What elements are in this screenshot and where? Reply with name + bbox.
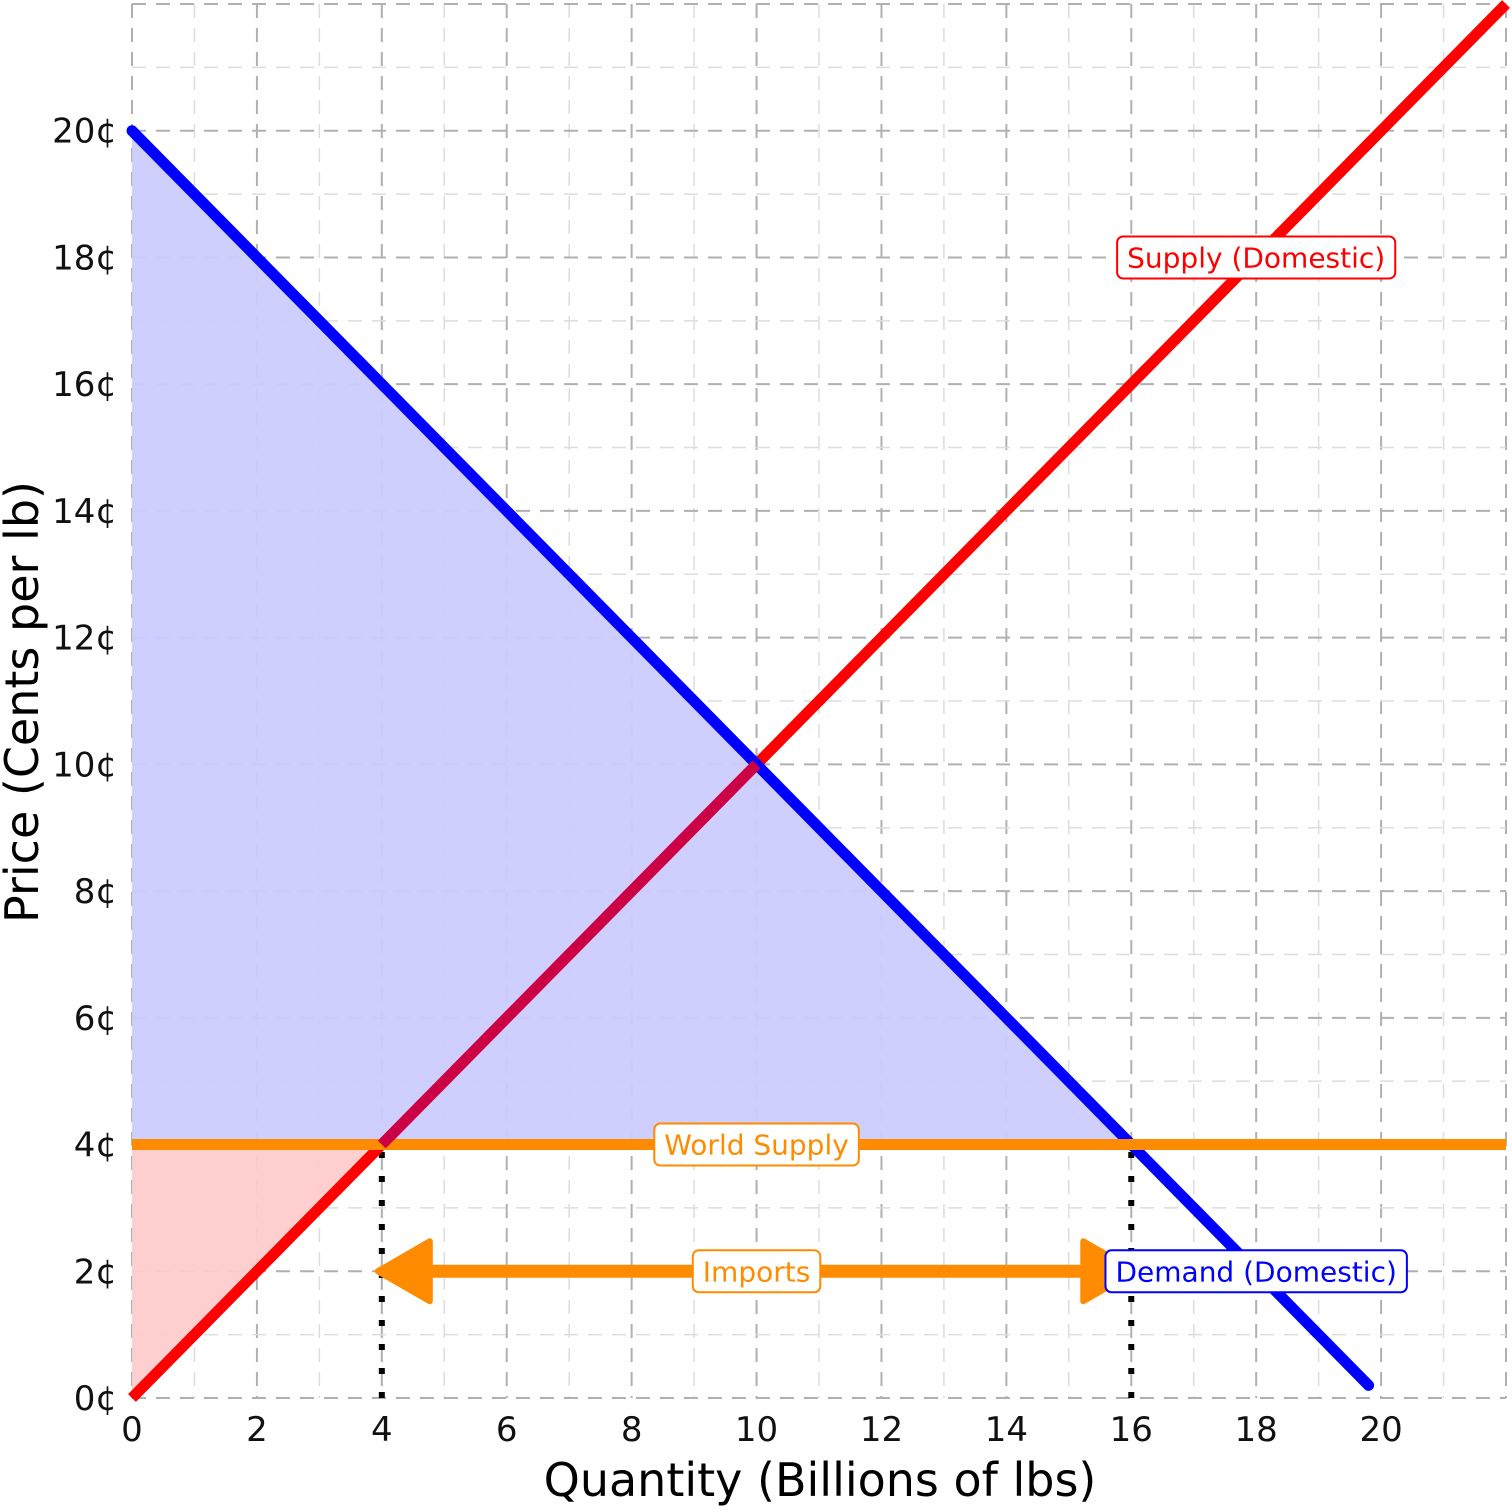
x-tick-label: 16 — [1110, 1410, 1153, 1450]
y-tick-label: 16¢ — [52, 365, 117, 405]
annotations: Supply (Domestic) World Supply Imports Dema… — [653, 235, 1408, 1294]
imports-label-group: Imports — [691, 1249, 822, 1294]
world-supply-label-box — [653, 1122, 860, 1167]
demand-line — [126, 125, 1375, 1391]
demand-label: Demand (Domestic) — [1115, 1255, 1396, 1288]
y-tick-label: 2¢ — [74, 1252, 117, 1292]
x-tick-label: 20 — [1359, 1410, 1402, 1450]
y-tick-label: 6¢ — [74, 999, 117, 1039]
x-tick-label: 0 — [121, 1410, 143, 1450]
y-tick-label: 20¢ — [52, 112, 117, 152]
x-tick-label: 8 — [621, 1410, 643, 1450]
y-tick-label: 8¢ — [74, 872, 117, 912]
y-axis-title: Price (Cents per lb) — [0, 481, 49, 923]
y-tick-label: 14¢ — [52, 492, 117, 532]
supply-line-overlap — [377, 760, 761, 1149]
y-tick-label: 18¢ — [52, 238, 117, 278]
imports-arrowhead-left — [374, 1238, 433, 1305]
supply-label: Supply (Domestic) — [1127, 241, 1385, 274]
x-axis-title: Quantity (Billions of lbs) — [544, 1453, 1097, 1507]
supply-label-box — [1116, 235, 1397, 280]
x-tick-label: 14 — [985, 1410, 1028, 1450]
world-supply-label-group: World Supply — [653, 1122, 860, 1167]
imports-label: Imports — [703, 1255, 811, 1288]
demand-label-box — [1104, 1249, 1408, 1294]
x-tick-label: 18 — [1235, 1410, 1278, 1450]
x-tick-label: 10 — [735, 1410, 778, 1450]
x-tick-label: 6 — [496, 1410, 518, 1450]
world-supply-label: World Supply — [664, 1129, 849, 1162]
x-tick-label: 12 — [860, 1410, 903, 1450]
y-tick-label: 12¢ — [52, 619, 117, 659]
x-tick-label: 2 — [246, 1410, 268, 1450]
y-tick-label: 4¢ — [74, 1126, 117, 1166]
x-tick-label: 4 — [371, 1410, 393, 1450]
supply-label-group: Supply (Domestic) — [1116, 235, 1397, 280]
y-tick-label: 10¢ — [52, 745, 117, 785]
demand-label-group: Demand (Domestic) — [1104, 1249, 1408, 1294]
imports-label-box — [691, 1249, 822, 1294]
y-tick-label: 0¢ — [74, 1379, 117, 1419]
x-axis-ticks: 0 2 4 6 8 10 12 14 16 18 20 — [121, 1410, 1403, 1450]
y-axis-ticks: 0¢ 2¢ 4¢ 6¢ 8¢ 10¢ 12¢ 14¢ 16¢ 18¢ 20¢ — [52, 112, 117, 1419]
